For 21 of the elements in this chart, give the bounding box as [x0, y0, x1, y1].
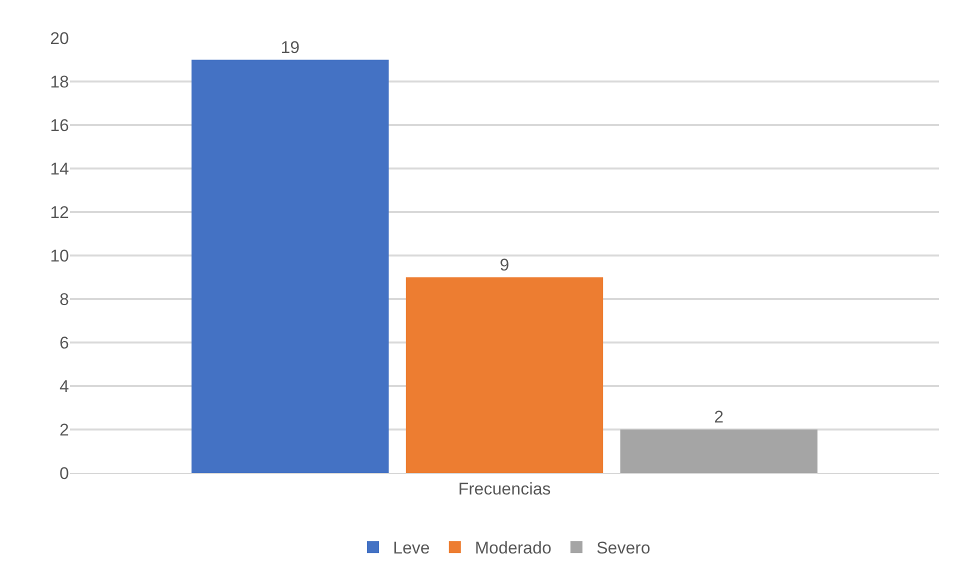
legend-label: Leve	[393, 538, 430, 558]
legend-label: Moderado	[474, 538, 552, 558]
y-tick-label: 2	[60, 420, 69, 440]
y-tick-label: 16	[50, 116, 69, 135]
y-tick-label: 8	[60, 290, 69, 309]
y-tick-label: 10	[50, 246, 69, 266]
y-tick-label: 0	[60, 464, 69, 483]
bar	[620, 430, 818, 473]
y-tick-label: 20	[50, 28, 69, 48]
y-tick-label: 4	[60, 376, 69, 396]
bar	[406, 277, 604, 473]
y-tick-label: 14	[50, 159, 69, 178]
y-tick-label: 12	[50, 202, 69, 222]
data-label: 2	[714, 408, 724, 426]
data-label: 19	[280, 38, 300, 57]
legend-label: Severo	[596, 538, 650, 558]
x-tick-label: Frecuencias	[458, 479, 551, 498]
data-label: 9	[500, 255, 510, 274]
y-tick-label: 18	[50, 72, 69, 92]
y-tick-label: 6	[60, 333, 69, 352]
bar	[192, 60, 389, 473]
